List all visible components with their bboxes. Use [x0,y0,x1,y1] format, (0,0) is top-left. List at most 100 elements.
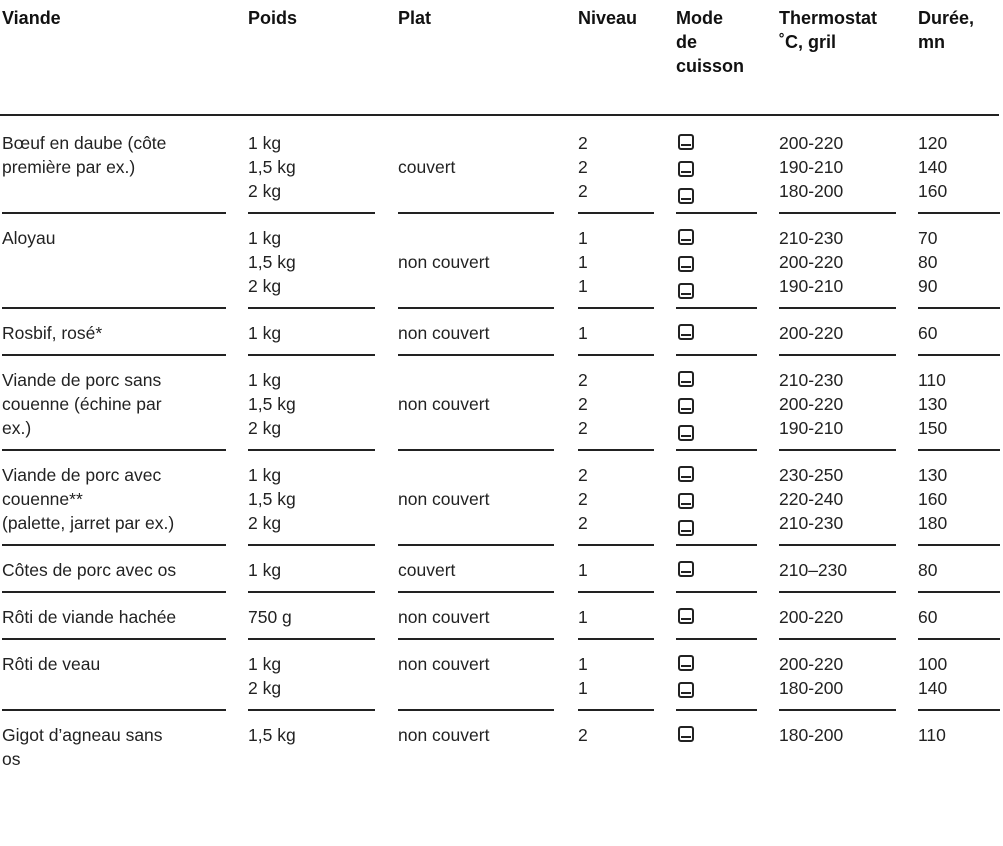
cell-mode-cuisson [676,605,694,632]
cell-mode-cuisson [676,723,694,750]
cell-line: 1 kg [248,560,282,580]
oven-top-bottom-heat-icon [678,466,694,482]
row-rule [676,212,757,214]
cell-duree: 110 130 150 [918,368,947,440]
cell-mode-cuisson [676,226,694,307]
oven-top-bottom-heat-icon [678,256,694,272]
oven-top-bottom-heat-icon [678,493,694,509]
cell-duree: 60 [918,321,937,345]
cell-plat: non couvert [398,394,490,414]
cell-line: 1,5 kg [248,394,296,414]
cell-thermostat: 200-220 [779,605,843,629]
cell-line: 2 [578,370,588,390]
row-rule [578,354,654,356]
cell-line: 1,5 kg [248,489,296,509]
row-rule [248,591,375,593]
row-rule [918,449,1000,451]
cell-mode-cuisson [676,131,694,212]
cell-duree: 80 [918,558,937,582]
cell-line: Gigot d’agneau sans [2,725,163,745]
cell-line: 110 [918,370,946,390]
row-rule [676,307,757,309]
cell-line: 90 [918,276,938,296]
header-label: Mode [676,8,723,28]
cell-line: 2 kg [248,181,282,201]
row-rule [918,354,1000,356]
cell-line: 140 [918,678,948,698]
cell-line: 210–230 [779,560,848,580]
cell-line: 1 kg [248,654,282,674]
row-rule [578,591,654,593]
cell-thermostat: 230-250 220-240 210-230 [779,463,843,535]
header-label: Poids [248,8,298,28]
cell-mode-cuisson [676,463,694,544]
cell-line: 60 [918,323,938,343]
cell-duree: 70 80 90 [918,226,937,298]
cell-mode-cuisson [676,368,694,449]
table-row: Rôti de veau 1 kg 2 kg non couvert 1 1 200-220… [0,639,1003,711]
row-rule [578,212,654,214]
oven-top-bottom-heat-icon [678,425,694,441]
cell-poids: 1 kg 1,5 kg 2 kg [248,368,296,440]
row-rule [398,544,554,546]
oven-top-bottom-heat-icon [678,655,694,671]
row-rule [248,449,375,451]
row-rule [398,449,554,451]
oven-top-bottom-heat-icon [678,398,694,414]
cell-line: 120 [918,133,948,153]
cell-niveau: 1 1 1 [578,226,588,298]
cell-line: 220-240 [779,489,844,509]
cell-viande: Rosbif, rosé* [2,321,102,345]
row-rule [2,212,226,214]
row-rule [2,709,226,711]
row-rule [2,544,226,546]
cell-line: Rôti de veau [2,654,101,674]
header-viande: Viande [2,6,61,30]
cell-line: 2 [578,394,588,414]
cell-line: 200-220 [779,394,844,414]
row-rule [398,354,554,356]
cell-line: 210-230 [779,228,844,248]
cell-poids: 1 kg 1,5 kg 2 kg [248,131,296,203]
row-rule [779,591,896,593]
table-row: Viande de porc sans couenne (échine par ex… [0,355,1003,451]
row-rule [248,544,375,546]
header-label: Viande [2,8,61,28]
oven-top-bottom-heat-icon [678,229,694,245]
table-row: Rôti de viande hachée 750 g non couvert 1 20… [0,592,1003,640]
cell-line: 2 kg [248,678,282,698]
header-label: Durée, [918,8,975,28]
cell-thermostat: 200-220 [779,321,843,345]
oven-top-bottom-heat-icon [678,134,694,150]
row-rule [918,709,1000,711]
cell-viande: Gigot d’agneau sans os [2,723,163,771]
cell-duree: 110 [918,723,946,747]
cell-line: première par ex.) [2,157,136,177]
cell-line: 1 [578,654,588,674]
row-rule [2,591,226,593]
cell-viande: Bœuf en daube (côte première par ex.) [2,131,166,179]
cell-line: 1 kg [248,370,282,390]
cell-line: Côtes de porc avec os [2,560,177,580]
row-rule [398,212,554,214]
cell-niveau: 2 2 2 [578,463,588,535]
row-rule [676,449,757,451]
cell-niveau: 2 [578,723,588,747]
table-row: Côtes de porc avec os 1 kg couvert 1 210–230… [0,545,1003,593]
cell-line: 1 kg [248,133,282,153]
cell-viande: Aloyau [2,226,56,250]
cell-line: 750 g [248,607,292,627]
cell-thermostat: 200-220 190-210 180-200 [779,131,843,203]
cell-line: 210-230 [779,370,844,390]
cell-line: 1 [578,323,588,343]
cell-line: Rosbif, rosé* [2,323,103,343]
cell-line: 1 [578,678,588,698]
cell-line: 160 [918,181,948,201]
row-rule [779,709,896,711]
cell-line: 190-210 [779,276,844,296]
row-rule [578,638,654,640]
cell-viande: Viande de porc avec couenne** (palette, ja… [2,463,174,535]
oven-top-bottom-heat-icon [678,608,694,624]
cell-line: 150 [918,418,948,438]
